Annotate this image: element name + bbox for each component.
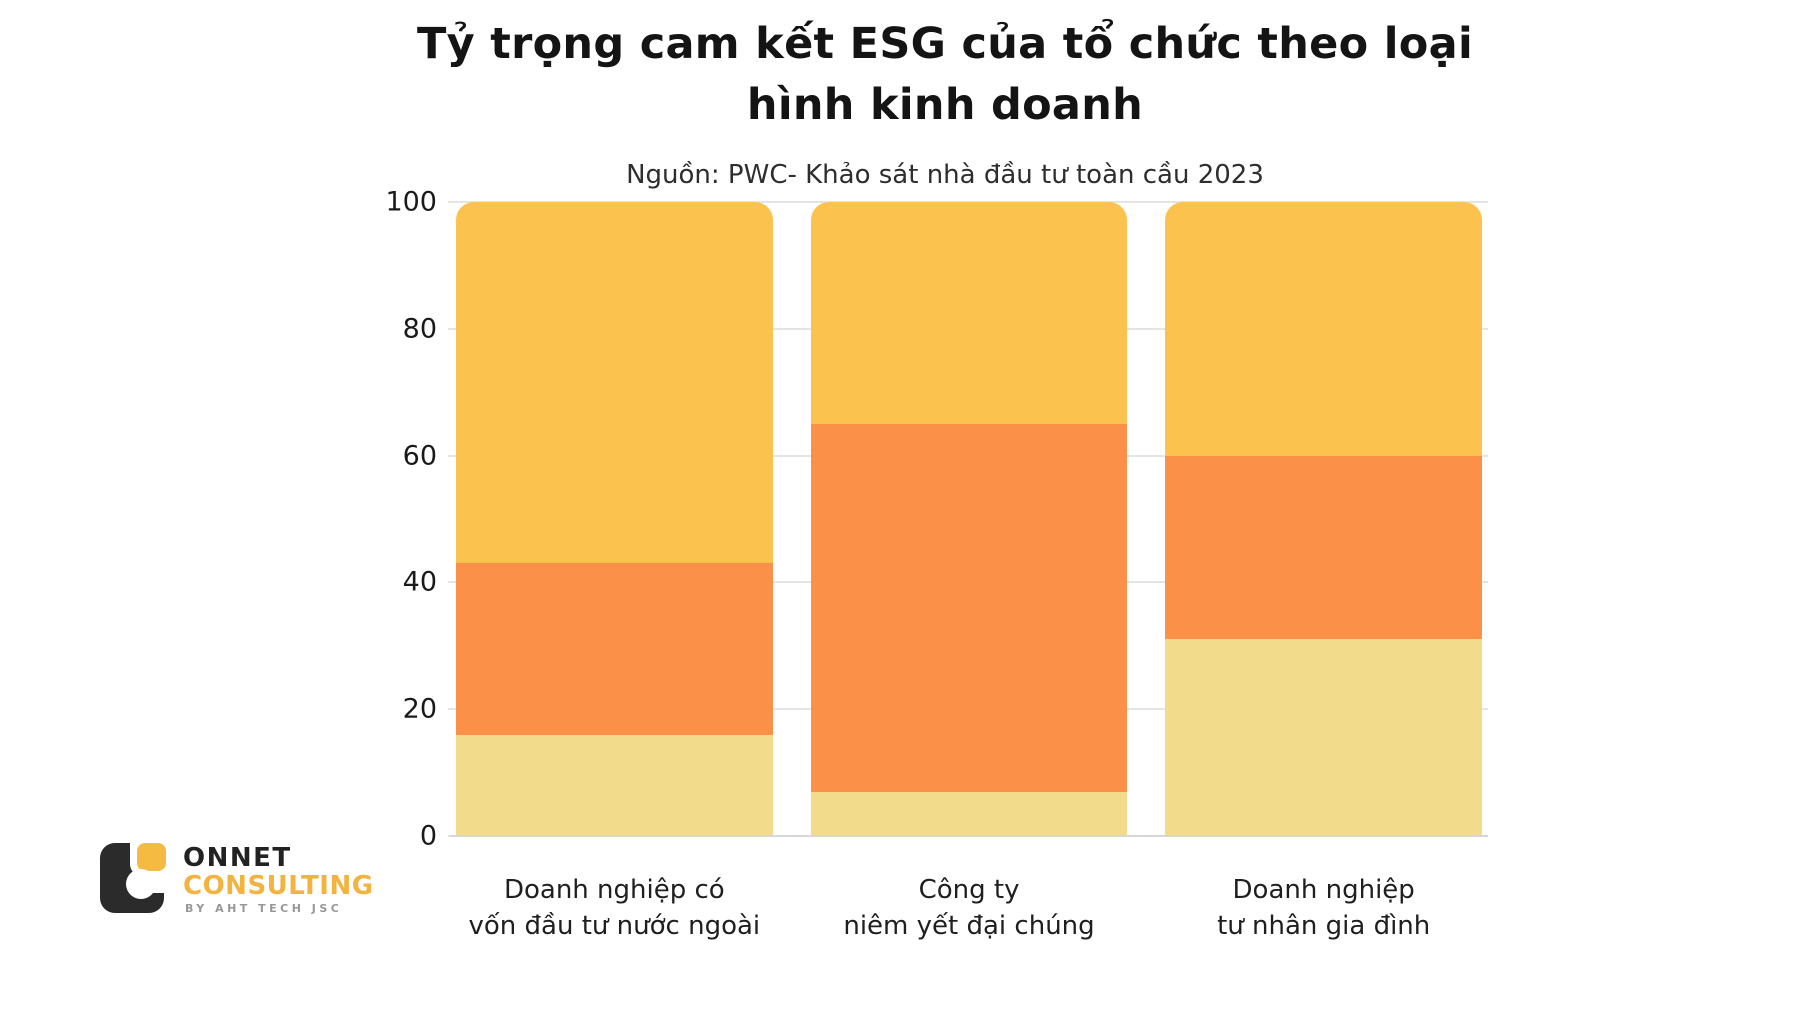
plot-area	[448, 201, 1488, 837]
logo-mark-yellow-square	[137, 843, 166, 871]
gridline-100	[448, 201, 1488, 203]
bar-1-top-segment	[456, 202, 773, 564]
y-tick-label-80: 80	[402, 313, 437, 345]
bar-3-middle-segment	[1165, 455, 1483, 640]
y-axis: 0 20 40 60 80 100	[0, 187, 437, 852]
bar-1-middle-segment	[456, 563, 773, 735]
bar-3-bottom-segment	[1165, 639, 1483, 836]
bar-2-middle-segment	[810, 423, 1128, 792]
bar-2-top-segment	[810, 202, 1128, 424]
y-tick-label-100: 100	[385, 186, 437, 218]
bar-3-top-segment	[1165, 202, 1483, 456]
onnet-logo: ONNET CONSULTING BY AHT TECH JSC	[100, 840, 400, 916]
bar-2	[810, 202, 1128, 836]
logo-brand-text: ONNET	[183, 843, 292, 873]
x-axis-labels: Doanh nghiệp có vốn đầu tư nước ngoài Côn…	[456, 872, 1482, 944]
y-tick-label-40: 40	[402, 566, 437, 598]
category-label-3: Doanh nghiệp tư nhân gia đình	[1217, 875, 1431, 941]
y-tick-label-20: 20	[402, 693, 437, 725]
x-axis-line	[450, 835, 1488, 837]
category-label-1: Doanh nghiệp có vốn đầu tư nước ngoài	[468, 875, 761, 941]
logo-brand2-text: CONSULTING	[183, 871, 374, 901]
bar-3	[1165, 202, 1483, 836]
category-label-2: Công ty niêm yết đại chúng	[843, 875, 1095, 941]
y-tick-label-0: 0	[419, 820, 437, 852]
chart-source-subtitle: Nguồn: PWC- Khảo sát nhà đầu tư toàn cầu…	[626, 160, 1264, 190]
chart-title: Tỷ trọng cam kết ESG của tổ chức theo lo…	[417, 19, 1473, 131]
logo-tagline-text: BY AHT TECH JSC	[185, 902, 343, 915]
bar-1-bottom-segment	[456, 734, 773, 836]
y-tick-label-60: 60	[402, 440, 437, 472]
onnet-logo-icon	[100, 840, 166, 913]
bar-2-bottom-segment	[810, 791, 1128, 836]
bars-container	[456, 202, 1483, 836]
bar-1	[456, 202, 773, 836]
logo-mark-cutout-right	[144, 873, 166, 893]
